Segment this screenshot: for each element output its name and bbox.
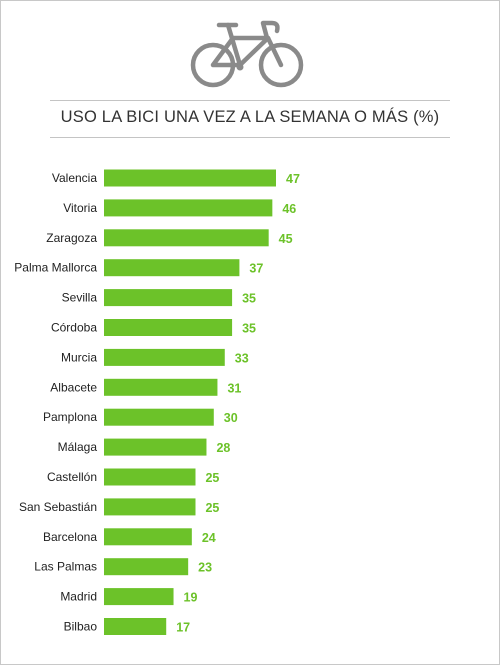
bar-cordoba bbox=[104, 319, 233, 336]
value-label-bilbao: 17 bbox=[176, 621, 190, 635]
bicycle-icon bbox=[190, 20, 304, 88]
value-label-san-sebastian: 25 bbox=[205, 501, 219, 515]
category-label-vitoria: Vitoria bbox=[63, 201, 97, 215]
value-label-sevilla: 35 bbox=[242, 292, 256, 306]
category-label-madrid: Madrid bbox=[60, 590, 97, 604]
title-rule-bottom bbox=[50, 137, 450, 138]
category-label-zaragoza: Zaragoza bbox=[46, 231, 97, 245]
category-label-cordoba: Córdoba bbox=[51, 321, 97, 335]
category-label-castellon: Castellón bbox=[47, 470, 97, 484]
value-label-murcia: 33 bbox=[235, 351, 249, 365]
bar-vitoria bbox=[104, 199, 273, 217]
category-label-san-sebastian: San Sebastián bbox=[19, 500, 97, 514]
category-label-valencia: Valencia bbox=[52, 171, 97, 185]
bar-pamplona bbox=[104, 408, 214, 426]
value-label-las-palmas: 23 bbox=[198, 561, 212, 575]
category-label-barcelona: Barcelona bbox=[43, 530, 97, 544]
value-label-madrid: 19 bbox=[184, 591, 198, 605]
bar-barcelona bbox=[104, 528, 192, 546]
bar-bilbao bbox=[104, 618, 167, 635]
bar-malaga bbox=[104, 438, 207, 456]
category-label-pamplona: Pamplona bbox=[43, 410, 97, 424]
bar-las-palmas bbox=[104, 558, 189, 576]
value-label-vitoria: 46 bbox=[282, 202, 296, 216]
chart-title: USO LA BICI UNA VEZ A LA SEMANA O MÁS (%… bbox=[60, 108, 440, 126]
bar-madrid bbox=[104, 588, 174, 606]
value-label-cordoba: 35 bbox=[242, 322, 256, 336]
category-label-murcia: Murcia bbox=[61, 350, 97, 364]
value-label-castellon: 25 bbox=[205, 471, 219, 485]
value-label-malaga: 28 bbox=[216, 441, 230, 455]
value-label-barcelona: 24 bbox=[202, 531, 216, 545]
bar-murcia bbox=[104, 348, 225, 366]
category-label-albacete: Albacete bbox=[50, 380, 97, 394]
category-label-malaga: Málaga bbox=[58, 440, 98, 454]
bar-valencia bbox=[104, 169, 276, 187]
bar-palma-mallorca bbox=[104, 259, 240, 277]
value-label-albacete: 31 bbox=[227, 381, 241, 395]
bar-san-sebastian bbox=[104, 498, 196, 516]
value-label-palma-mallorca: 37 bbox=[249, 262, 263, 276]
category-label-bilbao: Bilbao bbox=[64, 620, 98, 634]
value-label-pamplona: 30 bbox=[224, 411, 238, 425]
bar-albacete bbox=[104, 378, 218, 396]
bar-zaragoza bbox=[104, 229, 269, 247]
category-label-las-palmas: Las Palmas bbox=[34, 560, 97, 574]
value-label-zaragoza: 45 bbox=[279, 232, 293, 246]
category-label-sevilla: Sevilla bbox=[62, 291, 98, 305]
title-rule-top bbox=[50, 100, 450, 101]
bar-castellon bbox=[104, 468, 196, 486]
bar-sevilla bbox=[104, 289, 233, 307]
category-label-palma-mallorca: Palma Mallorca bbox=[14, 261, 97, 275]
value-label-valencia: 47 bbox=[286, 172, 300, 186]
